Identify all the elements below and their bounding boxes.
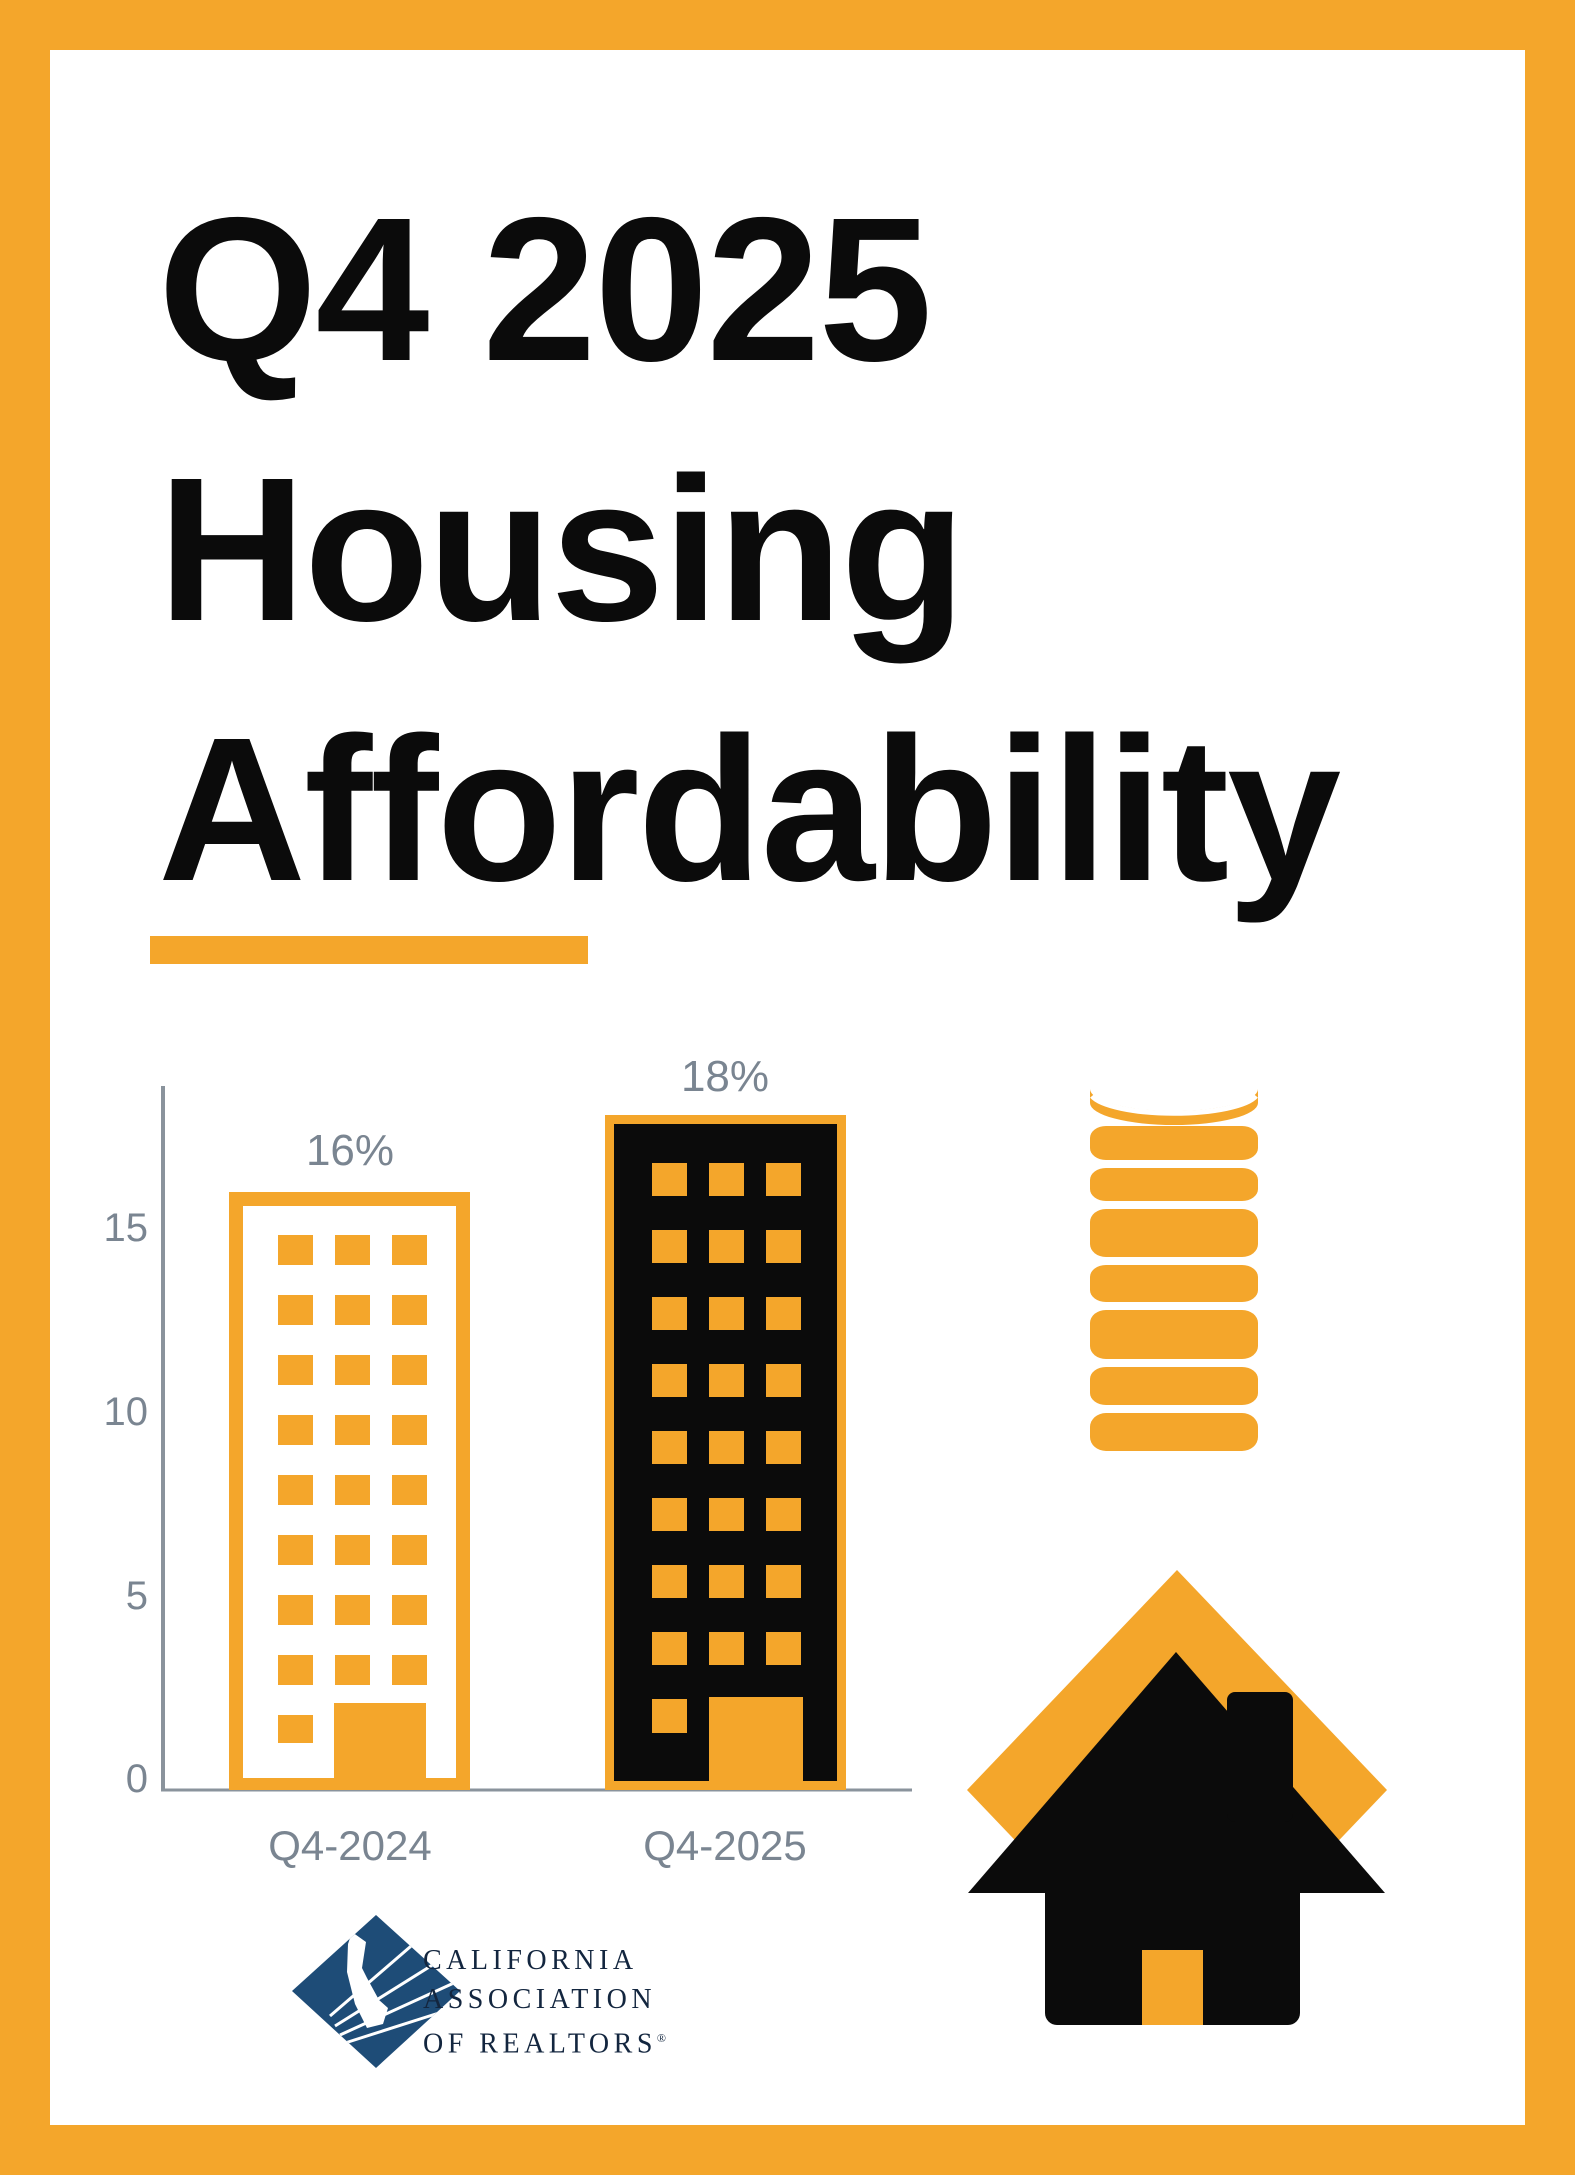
house-roof <box>968 1652 1385 1893</box>
page-title-line-3: Affordability <box>158 695 1341 924</box>
value-label-q4-2024: 16% <box>305 1126 395 1175</box>
bar-building-q4-2024 <box>229 1192 470 1790</box>
coin-stack-icon: $ <box>1090 1061 1258 1451</box>
y-tick-label-15: 15 <box>103 1206 149 1250</box>
x-label-q4-2024: Q4-2024 <box>268 1822 432 1869</box>
building-windows <box>652 1163 804 1667</box>
page-title-line-1: Q4 2025 <box>158 175 932 404</box>
building-door <box>334 1703 426 1790</box>
y-tick-label-5: 5 <box>125 1574 148 1618</box>
page-title: Q4 2025 Housing Affordability <box>158 160 1478 940</box>
x-label-q4-2025: Q4-2025 <box>643 1822 807 1869</box>
house-chimney <box>1227 1692 1293 1822</box>
title-underline <box>150 936 588 964</box>
logo-line-of-realtors: OF REALTORS® <box>423 2028 667 2060</box>
car-logo-wordmark: CALIFORNIA ASSOCIATION OF REALTORS® <box>423 1941 666 2063</box>
house-door <box>1142 1950 1203 2025</box>
logo-line-california: CALIFORNIA <box>423 1945 638 1976</box>
building-window-small <box>278 1715 313 1743</box>
house-icon <box>967 1570 1387 2025</box>
building-door <box>709 1697 803 1790</box>
dollar-sign-icon: $ <box>1155 1061 1194 1118</box>
page-title-line-2: Housing <box>158 435 966 664</box>
building-windows <box>278 1235 428 1687</box>
value-label-q4-2025: 18% <box>680 1052 770 1101</box>
logo-line-association: ASSOCIATION <box>423 1984 657 2015</box>
y-tick-label-10: 10 <box>103 1390 149 1434</box>
bar-building-q4-2025 <box>605 1115 846 1790</box>
building-window-small <box>652 1699 687 1733</box>
california-state-shape <box>347 1932 388 2028</box>
registered-mark: ® <box>656 2031 667 2045</box>
y-tick-label-0: 0 <box>125 1757 148 1801</box>
